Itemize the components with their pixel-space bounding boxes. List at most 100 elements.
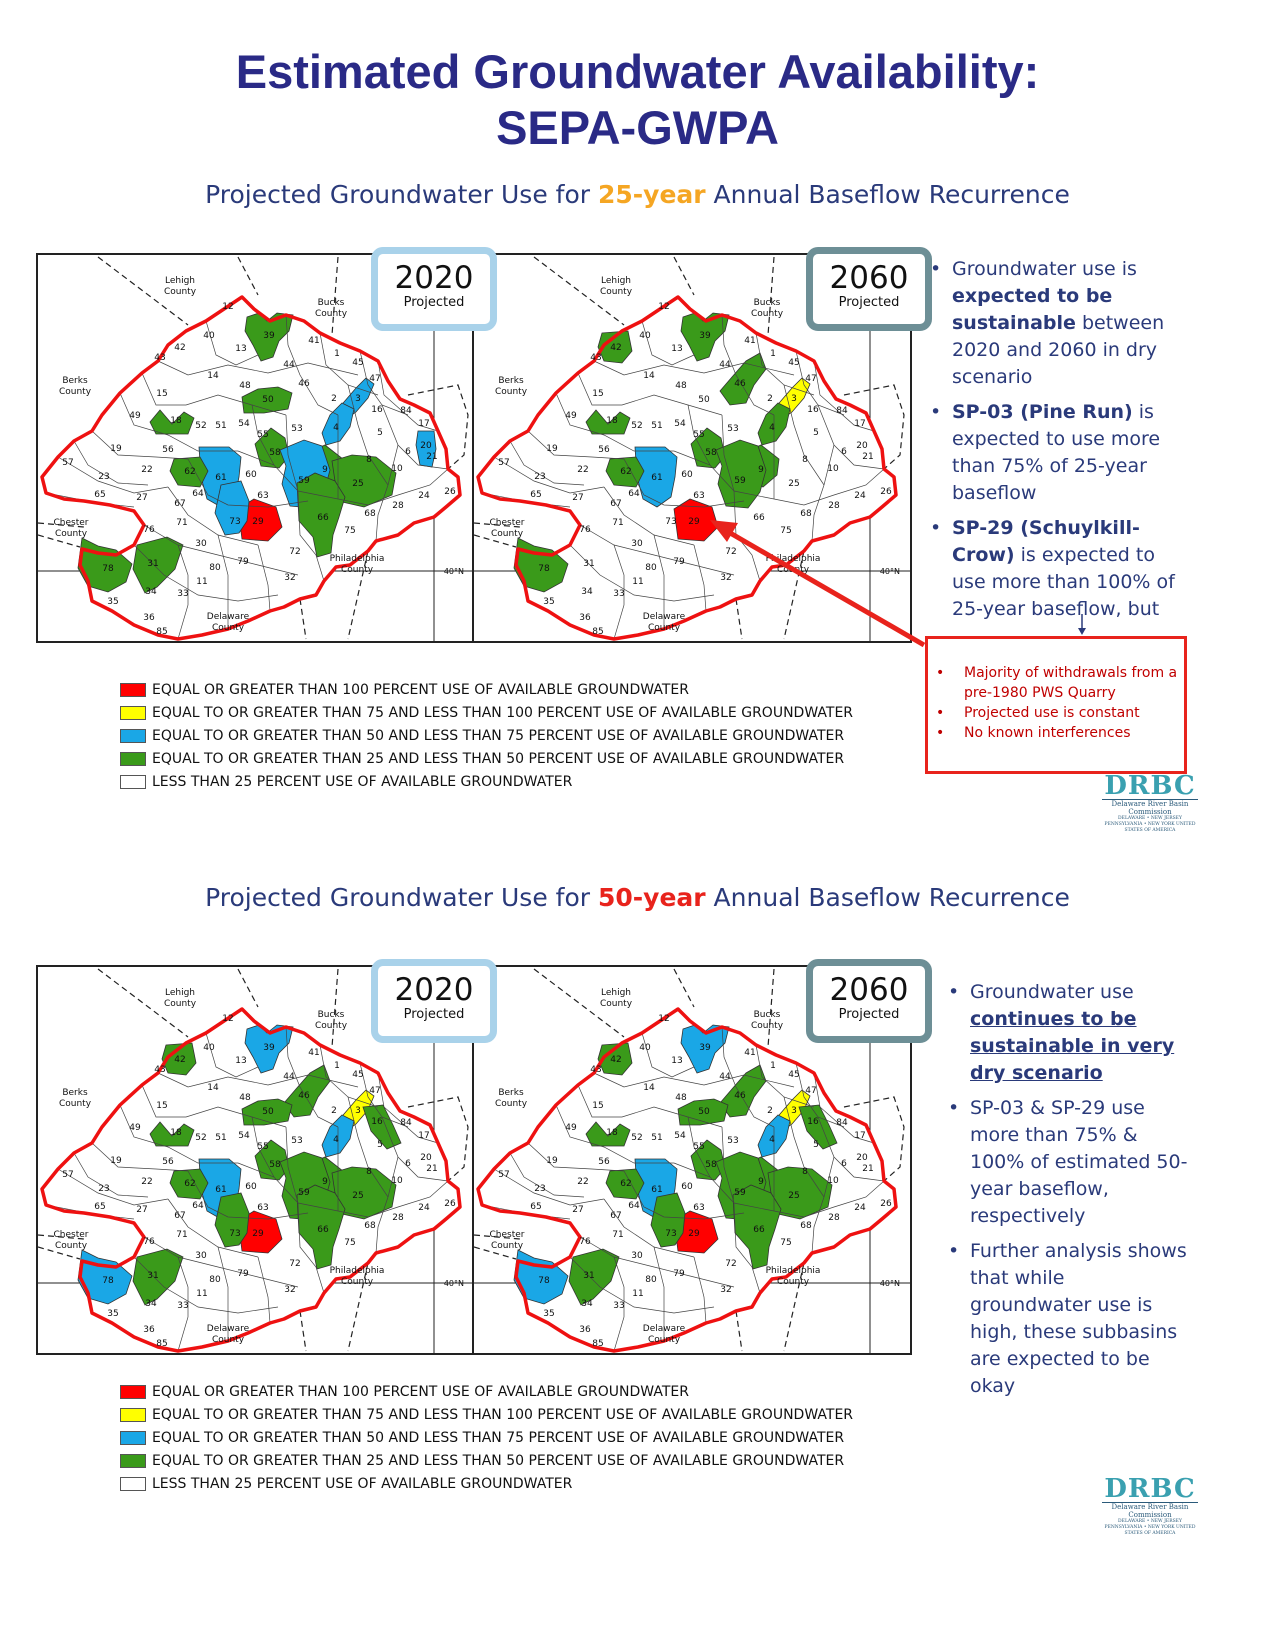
subbasin-boundary — [73, 440, 149, 486]
bullet-item: SP-29 (Schuylkill-Crow) is expected to u… — [928, 515, 1178, 623]
subbasin-boundary — [721, 1126, 735, 1204]
legend-row: EQUAL TO OR GREATER THAN 50 AND LESS THA… — [120, 1426, 853, 1449]
legend-swatch-yellow — [120, 1407, 146, 1422]
subbasin-boundary — [721, 314, 775, 416]
subbasin-label-25: 25 — [352, 1191, 363, 1201]
subbasin-label-53: 53 — [291, 1136, 302, 1146]
subbasin-label-1: 1 — [334, 349, 340, 359]
subbasin-label-40: 40 — [203, 331, 215, 341]
subbasin-label-68: 68 — [800, 509, 812, 519]
subbasin-label-19: 19 — [110, 444, 122, 454]
subbasin-label-51: 51 — [651, 421, 662, 431]
section2-bullets: Groundwater use continues to be sustaina… — [946, 979, 1190, 1408]
subbasin-29-fill — [673, 1210, 719, 1254]
subbasin-boundary — [693, 1256, 707, 1324]
subbasin-boundary — [141, 1084, 287, 1128]
subbasin-label-32: 32 — [720, 1285, 731, 1295]
county-boundary — [97, 256, 189, 326]
watershed-outline — [40, 295, 462, 641]
bullet-text: SP-03 & SP-29 use more than 75% & 100% o… — [970, 1097, 1188, 1227]
bullet-bold: continues to be sustainable in very dry … — [970, 1008, 1175, 1084]
subbasin-boundary — [285, 314, 339, 416]
subbasin-label-78: 78 — [538, 1276, 550, 1286]
subbasin-boundary — [773, 1180, 885, 1218]
subbasin-label-79: 79 — [237, 1269, 249, 1279]
subbasin-label-18: 18 — [170, 1128, 182, 1138]
subbasin-boundary — [217, 1246, 229, 1341]
subbasin-boundary — [527, 430, 625, 460]
subbasin-label-64: 64 — [192, 489, 204, 499]
subbasin-label-16: 16 — [807, 405, 819, 415]
subbasin-label-67: 67 — [174, 1211, 185, 1221]
subbasin-label-66: 66 — [753, 1225, 765, 1235]
subbasin-label-13: 13 — [671, 1056, 682, 1066]
subbasin-label-57: 57 — [498, 458, 509, 468]
subbasin-label-4: 4 — [769, 423, 775, 433]
legend-label: EQUAL TO OR GREATER THAN 50 AND LESS THA… — [152, 727, 845, 744]
subbasin-42-fill — [597, 1042, 633, 1076]
latitude-label: 40°N — [880, 567, 900, 576]
subbasin-label-9: 9 — [322, 465, 328, 475]
callout-item: No known interferences — [928, 723, 1184, 743]
county-boundary — [673, 968, 695, 1008]
legend-label: EQUAL OR GREATER THAN 100 PERCENT USE OF… — [152, 1383, 689, 1400]
subbasin-label-47: 47 — [805, 374, 816, 384]
subbasin-boundary — [133, 544, 279, 602]
subbasin-label-17: 17 — [418, 419, 429, 429]
subbasin-label-32: 32 — [720, 573, 731, 583]
subbasin-boundary — [157, 1072, 359, 1088]
subbasin-label-84: 84 — [836, 1118, 848, 1128]
subbasin-label-73: 73 — [665, 517, 676, 527]
county-label: Berks County — [59, 376, 92, 397]
subbasin-boundary — [641, 320, 695, 366]
subbasin-label-53: 53 — [727, 424, 738, 434]
subbasin-label-54: 54 — [674, 419, 686, 429]
subbasin-boundary — [347, 384, 389, 486]
subbasin-label-43: 43 — [154, 353, 165, 363]
subtitle-highlight: 25-year — [597, 180, 706, 209]
subbasin-label-61: 61 — [215, 1185, 226, 1195]
subbasin-label-28: 28 — [828, 501, 840, 511]
subbasin-label-59: 59 — [298, 476, 310, 486]
subbasin-label-63: 63 — [693, 1203, 704, 1213]
subbasin-label-59: 59 — [734, 476, 746, 486]
subbasin-boundary — [603, 1198, 695, 1258]
subbasin-label-44: 44 — [719, 1072, 731, 1082]
subbasin-label-19: 19 — [110, 1156, 122, 1166]
county-label: Berks County — [59, 1088, 92, 1109]
subbasin-boundary — [687, 404, 711, 466]
subbasin-boundary — [187, 1170, 309, 1220]
subbasin-62-fill — [605, 456, 645, 488]
subbasin-label-17: 17 — [418, 1131, 429, 1141]
subbasin-boundary — [57, 456, 169, 494]
subbasin-boundary — [733, 1202, 761, 1294]
subbasin-label-15: 15 — [592, 389, 603, 399]
subbasin-boundary — [205, 320, 259, 366]
subbasin-label-84: 84 — [400, 406, 412, 416]
subbasin-label-52: 52 — [195, 421, 206, 431]
subbasin-label-13: 13 — [235, 1056, 246, 1066]
logo-mark: DRBC — [1104, 771, 1196, 801]
year-label: 2020 — [394, 972, 474, 1008]
legend-label: EQUAL TO OR GREATER THAN 75 AND LESS THA… — [152, 1406, 854, 1423]
subbasin-label-42: 42 — [610, 1055, 621, 1065]
county-boundary — [407, 1096, 469, 1182]
legend-swatch-green — [120, 751, 146, 766]
county-label: Chester County — [490, 1230, 525, 1251]
subbasin-label-51: 51 — [651, 1133, 662, 1143]
legend-1: EQUAL OR GREATER THAN 100 PERCENT USE OF… — [120, 678, 853, 793]
subbasin-label-21: 21 — [862, 452, 873, 462]
subbasin-boundary — [285, 1026, 339, 1128]
subbasin-boundary — [119, 1104, 238, 1164]
subbasin-label-25: 25 — [352, 479, 363, 489]
subbasin-label-63: 63 — [693, 491, 704, 501]
callout-item: Majority of withdrawals from a pre-1980 … — [928, 663, 1184, 703]
subbasin-label-36: 36 — [143, 1325, 155, 1335]
county-boundary — [38, 522, 85, 528]
subbasin-boundary — [687, 1116, 711, 1178]
subbasin-boundary — [187, 458, 309, 508]
subbasin-boundary — [755, 332, 815, 396]
subbasin-boundary — [251, 1116, 275, 1178]
subbasin-label-59: 59 — [298, 1188, 310, 1198]
year-box-2020: 2020 Projected — [371, 959, 497, 1043]
